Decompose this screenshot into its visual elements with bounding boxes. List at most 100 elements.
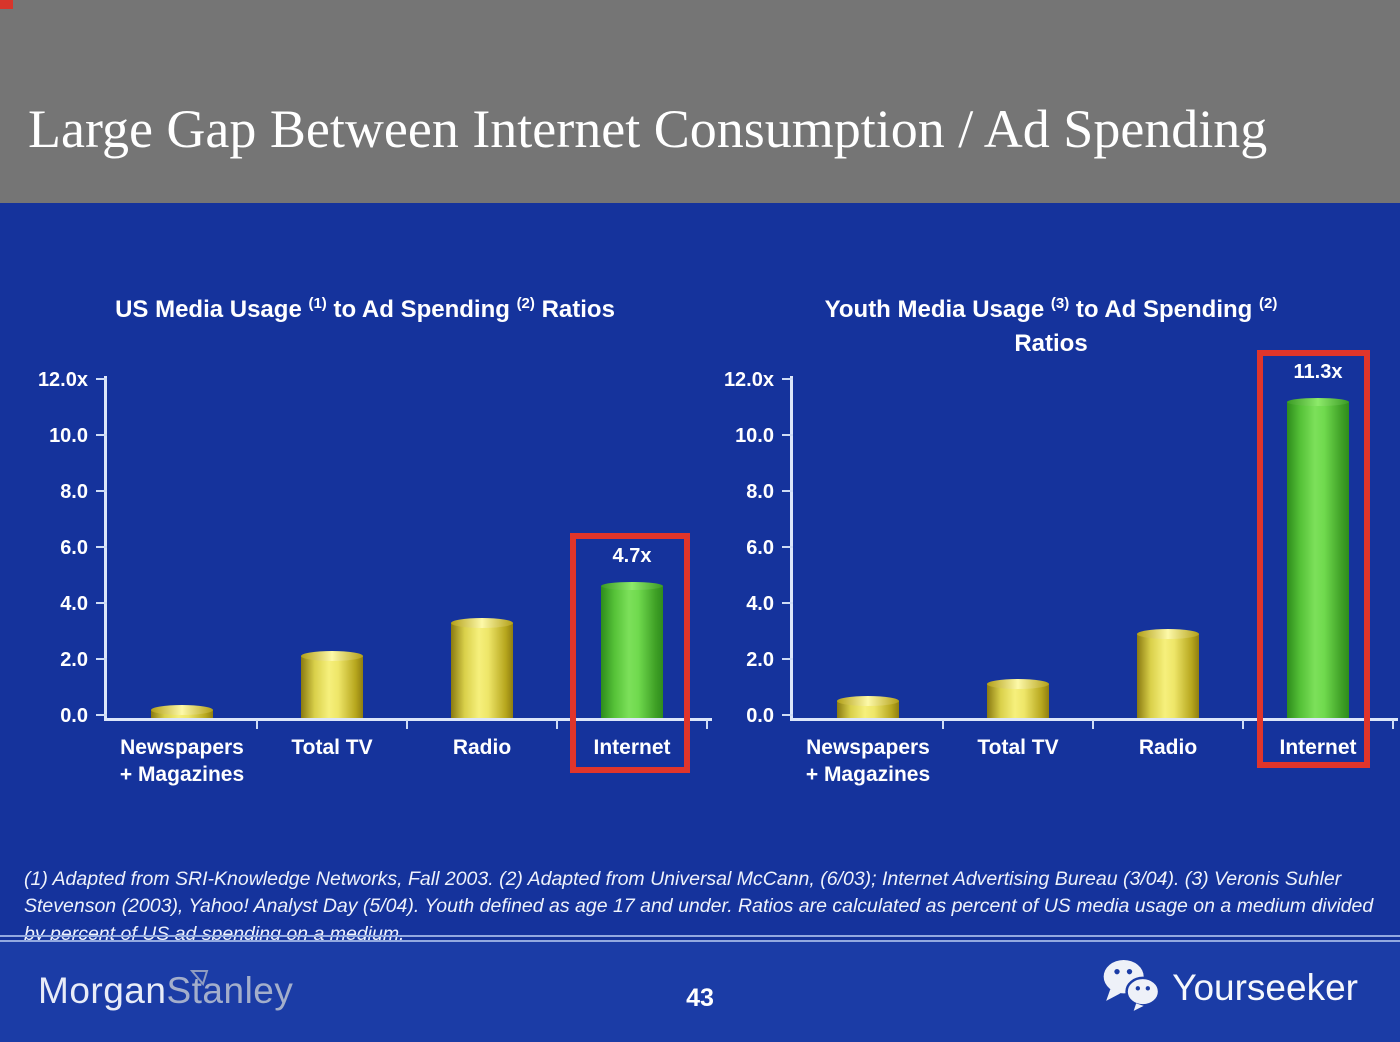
brand-part2: Stanley xyxy=(166,970,294,1011)
y-tick-mark xyxy=(782,490,793,492)
category-label: Internet xyxy=(557,734,707,789)
bar-slot xyxy=(943,382,1093,718)
y-tick-mark xyxy=(96,602,107,604)
title-superscript: (1) xyxy=(308,295,327,312)
internet-highlight-box-left xyxy=(570,533,690,773)
chart-title: Youth Media Usage (3) to Ad Spending (2)… xyxy=(716,293,1386,360)
slide-footer: MorganStanley 43 Yourseeker xyxy=(0,942,1400,1042)
y-tick-label: 10.0 xyxy=(735,425,774,447)
category-label-line: + Magazines xyxy=(119,763,245,787)
y-tick-mark xyxy=(96,546,107,548)
y-tick-mark xyxy=(782,378,793,380)
corner-accent xyxy=(0,0,13,9)
title-text: Youth Media Usage xyxy=(824,296,1051,323)
y-tick-label: 12.0x xyxy=(723,369,774,391)
title-superscript: (2) xyxy=(516,295,535,312)
bar-yellow xyxy=(837,696,899,718)
bars-area: 4.7x xyxy=(107,382,707,718)
bar-slot: 11.3x xyxy=(1243,361,1393,718)
y-tick-label: 12.0x xyxy=(37,369,88,391)
category-label: Radio xyxy=(407,734,557,789)
page-title: Large Gap Between Internet Consumption /… xyxy=(28,99,1268,159)
x-tick-mark xyxy=(256,720,258,729)
category-label-line: Internet xyxy=(593,736,671,759)
bar-yellow xyxy=(1137,629,1199,718)
y-tick-label: 10.0 xyxy=(49,425,88,447)
x-tick-mark xyxy=(1242,720,1244,729)
x-axis-line xyxy=(790,718,1398,721)
chart-us-media-usage: US Media Usage (1) to Ad Spending (2) Ra… xyxy=(30,283,714,803)
slide-header: Large Gap Between Internet Consumption /… xyxy=(0,0,1400,203)
category-label: Total TV xyxy=(257,734,407,789)
divider-line xyxy=(0,940,1400,942)
y-axis-labels: 12.0x 10.0 8.0 6.0 4.0 2.0 0.0 xyxy=(716,369,784,727)
x-tick-mark xyxy=(706,720,708,729)
y-tick-mark xyxy=(782,658,793,660)
bar-yellow xyxy=(151,705,213,718)
bars-area: 11.3x xyxy=(793,361,1393,718)
category-label-line: Internet xyxy=(1279,736,1357,759)
y-axis-line xyxy=(790,376,793,721)
category-label-line: Radio xyxy=(1138,736,1198,759)
title-superscript: (2) xyxy=(1259,295,1278,312)
y-tick-mark xyxy=(96,434,107,436)
y-tick-mark xyxy=(96,378,107,380)
bar-slot xyxy=(107,382,257,718)
wechat-icon xyxy=(1102,958,1162,1017)
morgan-stanley-logo: MorganStanley xyxy=(38,970,293,1012)
bar-green xyxy=(1287,398,1349,718)
category-label: Newspapers + Magazines xyxy=(793,734,943,789)
footnote: (1) Adapted from SRI-Knowledge Networks,… xyxy=(24,868,1374,945)
category-labels: Newspapers + Magazines Total TV Radio Intern… xyxy=(107,734,707,789)
title-text: to Ad Spending xyxy=(326,296,517,323)
category-label-line: Newspapers xyxy=(120,736,244,759)
chart-title-line: Youth Media Usage (3) to Ad Spending (2) xyxy=(716,293,1386,327)
y-tick-mark xyxy=(96,490,107,492)
category-label-line: Newspapers xyxy=(806,736,930,759)
y-tick-mark xyxy=(96,714,107,716)
x-axis-line xyxy=(104,718,712,721)
chart-title: US Media Usage (1) to Ad Spending (2) Ra… xyxy=(30,293,700,327)
y-axis-line xyxy=(104,376,107,721)
bar-slot xyxy=(257,382,407,718)
title-text: Ratios xyxy=(1014,329,1088,357)
x-tick-mark xyxy=(1392,720,1394,729)
y-tick-label: 2.0 xyxy=(746,649,774,671)
bar-yellow xyxy=(301,651,363,718)
bar-yellow xyxy=(987,679,1049,718)
brand-part1: Morgan xyxy=(38,970,167,1011)
y-tick-label: 0.0 xyxy=(746,705,774,727)
category-labels: Newspapers + Magazines Total TV Radio Intern… xyxy=(793,734,1393,789)
morgan-stanley-flag-icon xyxy=(189,954,210,996)
y-tick-mark xyxy=(782,546,793,548)
bar-value-label: 11.3x xyxy=(1293,361,1343,383)
title-text: Ratios xyxy=(534,296,615,323)
watermark-label: Yourseeker xyxy=(1172,966,1358,1008)
y-tick-label: 4.0 xyxy=(60,593,88,615)
category-label-line: Total TV xyxy=(291,736,373,759)
x-tick-mark xyxy=(556,720,558,729)
y-axis-labels: 12.0x 10.0 8.0 6.0 4.0 2.0 0.0 xyxy=(30,369,98,727)
y-tick-mark xyxy=(782,434,793,436)
bar-slot xyxy=(793,382,943,718)
title-text: US Media Usage xyxy=(115,296,309,323)
page-number: 43 xyxy=(686,984,714,1012)
bar-slot xyxy=(1093,382,1243,718)
category-label: Total TV xyxy=(943,734,1093,789)
divider-line xyxy=(0,935,1400,937)
category-label-line: Radio xyxy=(452,736,512,759)
y-tick-label: 0.0 xyxy=(60,705,88,727)
chart-youth-media-usage: Youth Media Usage (3) to Ad Spending (2)… xyxy=(716,283,1400,803)
bar-green xyxy=(601,582,663,718)
x-tick-mark xyxy=(1092,720,1094,729)
bar-yellow xyxy=(451,618,513,718)
y-tick-label: 6.0 xyxy=(60,537,88,559)
x-tick-mark xyxy=(406,720,408,729)
y-tick-label: 8.0 xyxy=(60,481,88,503)
x-tick-mark xyxy=(942,720,944,729)
y-tick-mark xyxy=(782,714,793,716)
watermark: Yourseeker xyxy=(1102,958,1358,1017)
category-label-line: Total TV xyxy=(977,736,1059,759)
y-tick-mark xyxy=(782,602,793,604)
y-tick-label: 6.0 xyxy=(746,537,774,559)
